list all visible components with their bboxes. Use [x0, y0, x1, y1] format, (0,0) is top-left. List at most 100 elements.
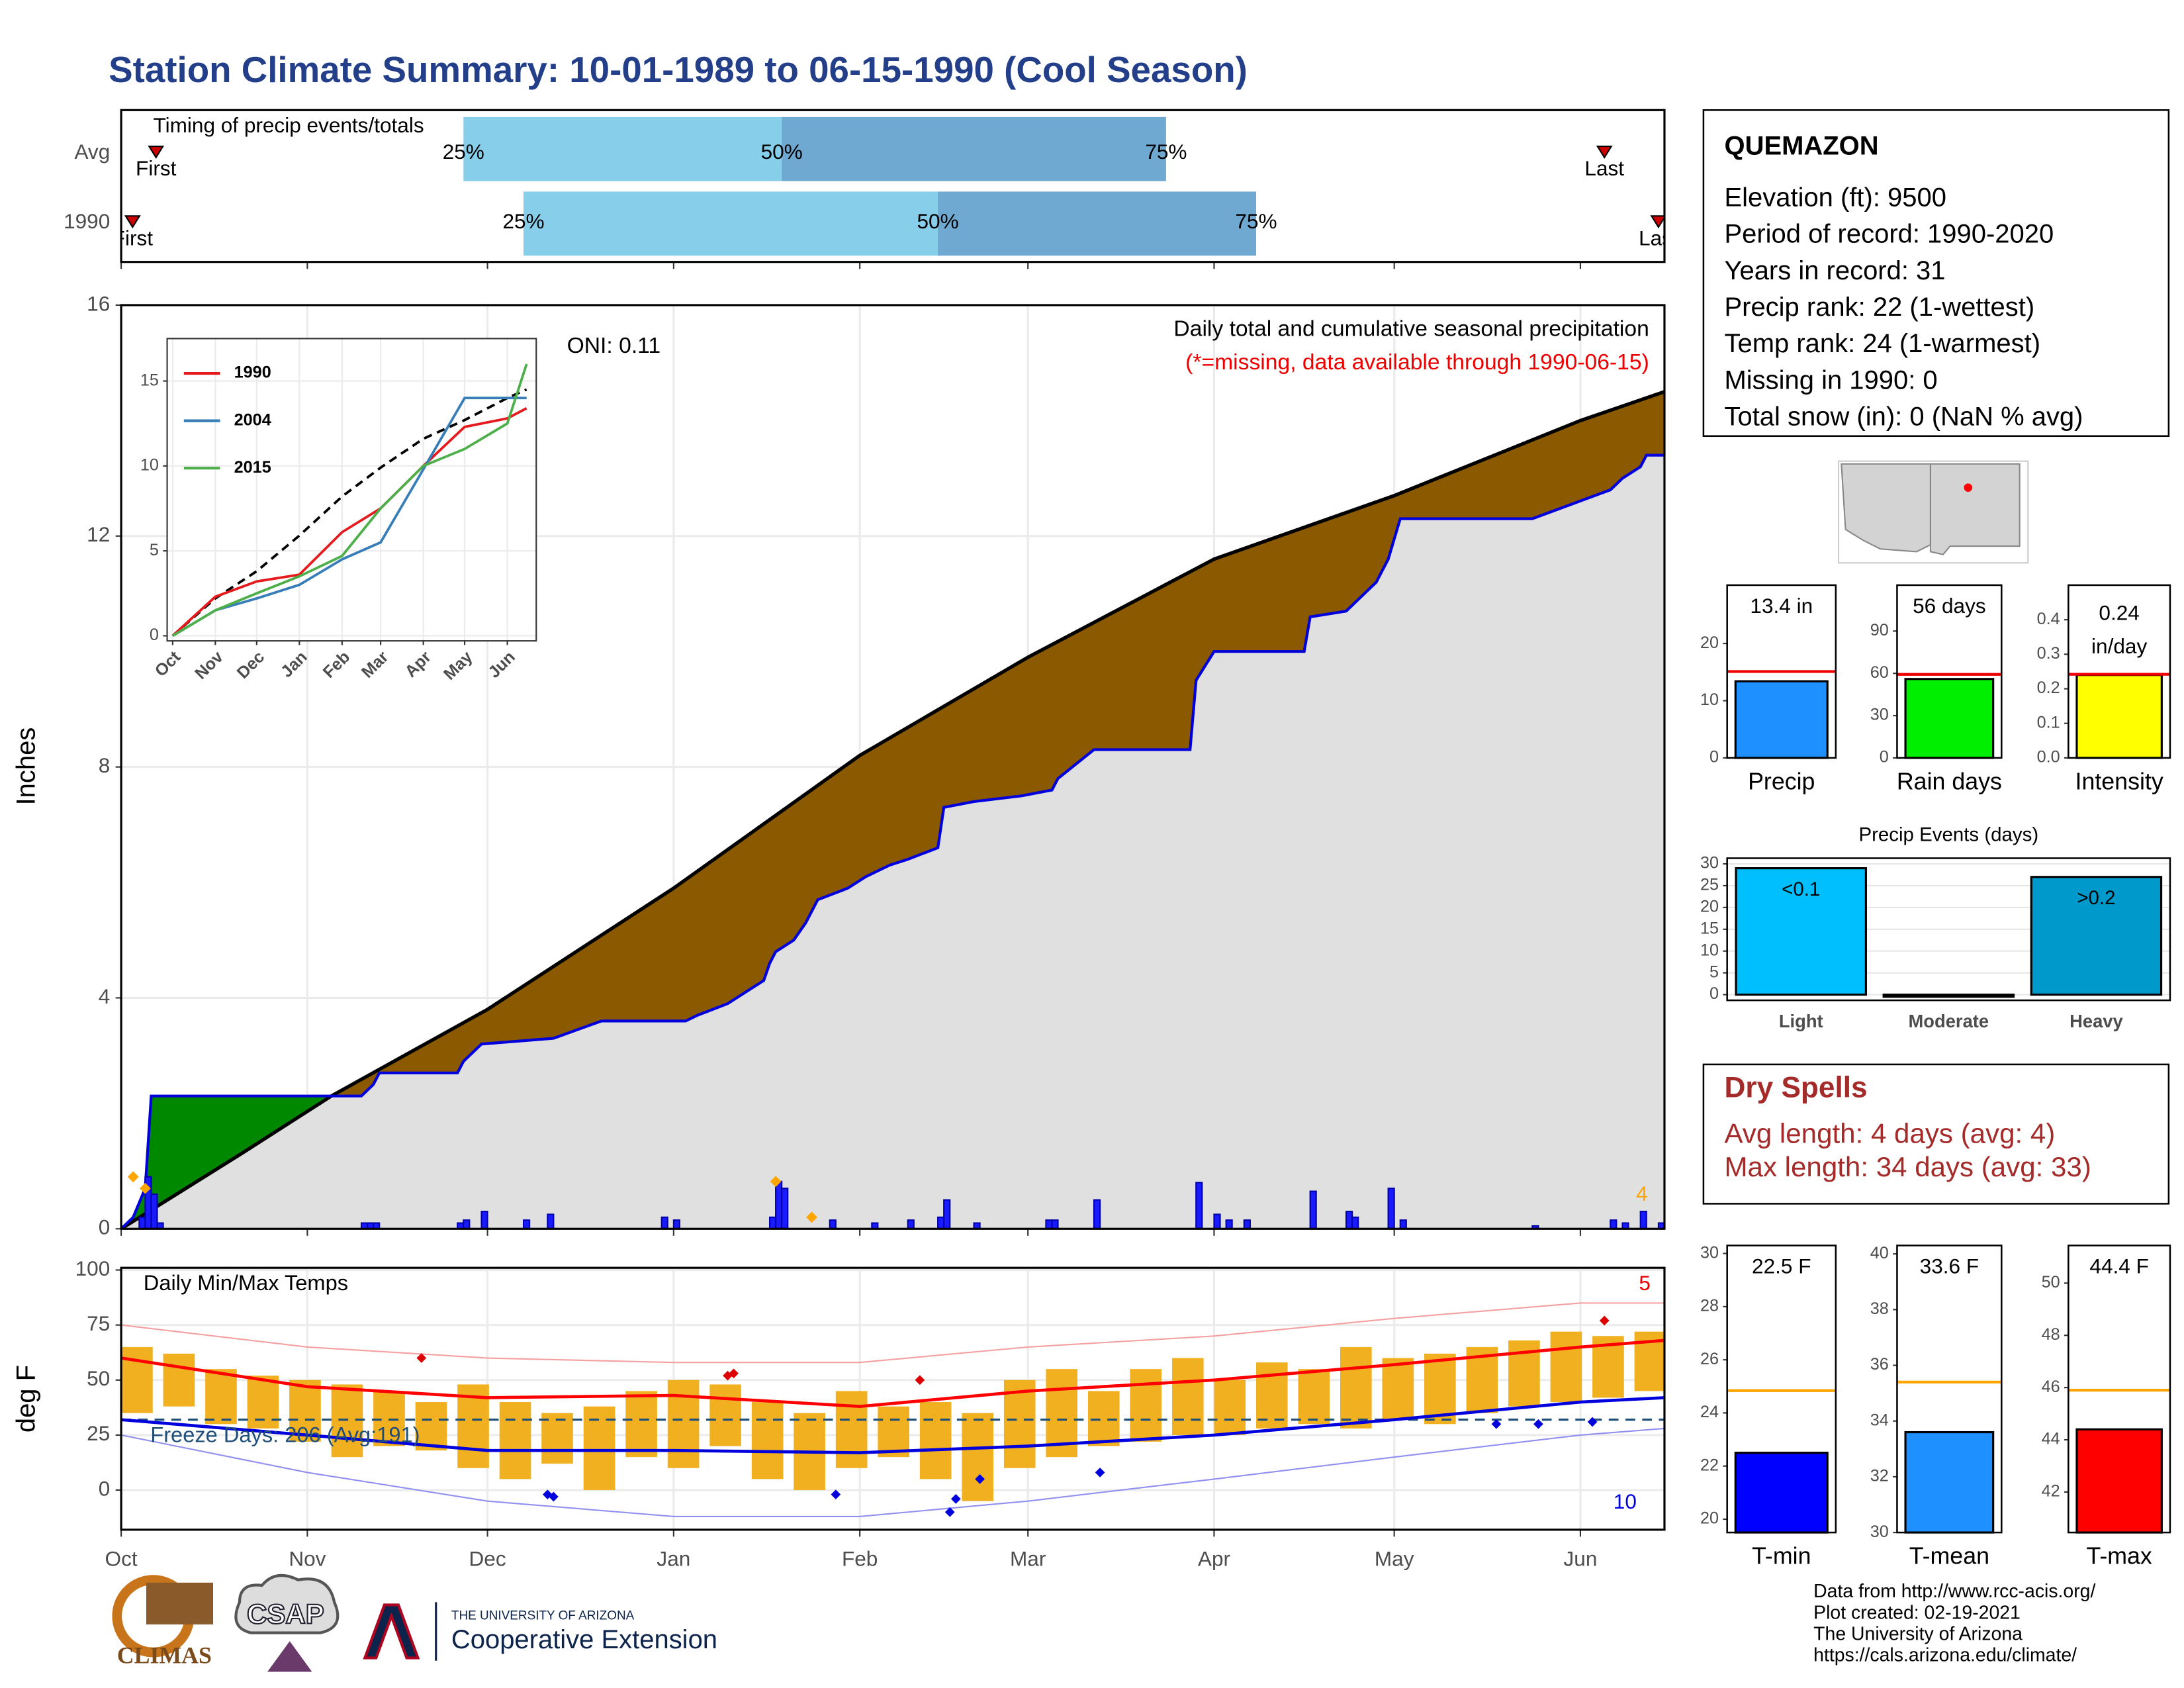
- locator-map: [1838, 460, 2029, 564]
- y-tick-label: 46: [2042, 1378, 2060, 1396]
- station-line: Years in record: 31: [1724, 256, 1945, 285]
- daily-bar: [1621, 1222, 1629, 1229]
- record-point: [1095, 1468, 1105, 1477]
- panel-border: [1896, 1244, 2003, 1534]
- category-label: Rain days: [1897, 768, 2002, 794]
- highlight-point: [806, 1211, 817, 1223]
- y-tick-label: 10: [140, 456, 159, 475]
- daily-range-bar: [1382, 1358, 1414, 1420]
- daily-bar: [871, 1222, 879, 1229]
- cumulative-line: [121, 453, 1664, 1229]
- x-tick-label: May: [1375, 1547, 1414, 1571]
- bar: [2030, 876, 2163, 996]
- panel-border: [166, 338, 537, 642]
- station-line: Period of record: 1990-2020: [1724, 220, 2054, 249]
- y-tick-label: 42: [2042, 1482, 2060, 1501]
- daily-range-bar: [415, 1402, 447, 1451]
- daily-range-bar: [1298, 1369, 1330, 1425]
- x-tick-label: Oct: [105, 1547, 138, 1571]
- observed-clip: [121, 455, 1664, 1229]
- y-tick-label: 30: [1870, 706, 1889, 724]
- timing-marker: [124, 215, 141, 229]
- y-tick-label: 36: [1870, 1355, 1889, 1374]
- y-tick-label: 12: [87, 522, 110, 546]
- daily-range-bar: [1087, 1391, 1120, 1446]
- panel-border: [120, 1266, 1666, 1531]
- panel-border: [1896, 584, 2003, 759]
- footer-line: https://cals.arizona.edu/climate/: [1813, 1645, 2077, 1666]
- value-label: 13.4 in: [1750, 594, 1813, 618]
- bar-label: <0.1: [1782, 878, 1820, 900]
- logos: CLIMAS CSAP THE UNIVERSITY OF ARIZONA Co…: [112, 1573, 717, 1672]
- count-annotation: 4: [1636, 1182, 1648, 1205]
- category-label: Moderate: [1909, 1011, 1989, 1031]
- panel-border: [120, 304, 1666, 1230]
- record-point: [1599, 1315, 1610, 1326]
- daily-bar: [1051, 1219, 1059, 1229]
- daily-bar: [1309, 1190, 1317, 1229]
- bar: [2075, 1428, 2163, 1534]
- series-line: [171, 397, 527, 637]
- y-tick-label: 0: [1709, 748, 1719, 767]
- dry-spells-title: Dry Spells: [1724, 1072, 1867, 1104]
- y-tick-label: 16: [87, 291, 110, 315]
- station-name: QUEMAZON: [1724, 132, 1878, 161]
- daily-bar: [1195, 1182, 1203, 1229]
- record-low-count: 10: [1614, 1489, 1637, 1513]
- footer-line: Plot created: 02-19-2021: [1813, 1602, 2021, 1623]
- y-tick-label: 28: [1700, 1297, 1719, 1315]
- chart-title: Precip Events (days): [1858, 824, 2038, 846]
- average-line: [121, 390, 1664, 1229]
- observed-area: [121, 455, 1664, 1229]
- record-point: [1533, 1419, 1543, 1429]
- daily-range-bar: [1424, 1353, 1456, 1425]
- marker-label: First: [136, 156, 177, 180]
- record-high-count: 5: [1639, 1271, 1651, 1295]
- y-tick-label: 32: [1870, 1467, 1889, 1485]
- y-tick-label: 44: [2042, 1430, 2060, 1448]
- timing-marker: [1596, 145, 1613, 159]
- marker-label: Last: [1584, 156, 1624, 180]
- footer-line: Data from http://www.rcc-acis.org/: [1813, 1581, 2095, 1602]
- annotation: ONI: 0.11: [567, 334, 661, 358]
- dry-spells-box: [1702, 1063, 2170, 1205]
- panel-border: [1726, 857, 2171, 1002]
- y-tick-label: 10: [1700, 941, 1719, 959]
- bar: [1734, 1452, 1829, 1534]
- record-point: [549, 1491, 559, 1502]
- daily-bar: [463, 1219, 471, 1229]
- record-point: [975, 1474, 985, 1484]
- y-tick-label: 20: [1700, 1509, 1719, 1528]
- marker-label: Last: [1639, 226, 1678, 250]
- record-point: [1491, 1419, 1502, 1429]
- daily-range-bar: [1550, 1331, 1582, 1403]
- daily-range-bar: [541, 1413, 573, 1464]
- dry-spell-line: Max length: 34 days (avg: 33): [1724, 1151, 2091, 1182]
- record-point: [944, 1507, 955, 1517]
- page-title: Station Climate Summary: 10-01-1989 to 0…: [109, 49, 1248, 90]
- daily-range-bar: [1214, 1380, 1246, 1435]
- y-tick-label: 5: [150, 541, 159, 559]
- timing-title: Timing of precip events/totals: [154, 113, 424, 137]
- y-tick-label: 90: [1870, 621, 1889, 639]
- daily-range-bar: [835, 1391, 868, 1468]
- daily-bar: [1657, 1222, 1664, 1229]
- y-tick-label: 0: [99, 1215, 111, 1239]
- areas: [121, 390, 1664, 1229]
- y-tick-label: 25: [1700, 876, 1719, 894]
- panel-border: [1726, 584, 1837, 759]
- normal-line: [121, 1338, 1664, 1409]
- station-line: Precip rank: 22 (1-wettest): [1724, 293, 2034, 322]
- bar: [1904, 1430, 1995, 1534]
- y-tick-label: 24: [1700, 1403, 1719, 1421]
- daily-bar: [1225, 1219, 1233, 1229]
- category-label: Light: [1779, 1011, 1823, 1031]
- record-point: [950, 1493, 961, 1504]
- dry-spell-line: Avg length: 4 days (avg: 4): [1724, 1117, 2055, 1149]
- dry-spells-info: Avg length: 4 days (avg: 4)Max length: 3…: [1724, 1117, 2091, 1182]
- y-tick-label: 4: [99, 984, 111, 1008]
- category-label: Intensity: [2075, 768, 2163, 794]
- y-tick-label: 48: [2042, 1325, 2060, 1344]
- timing-plot: 25% 50% 75% First Last 25% 50% 75% First Last: [121, 117, 1678, 256]
